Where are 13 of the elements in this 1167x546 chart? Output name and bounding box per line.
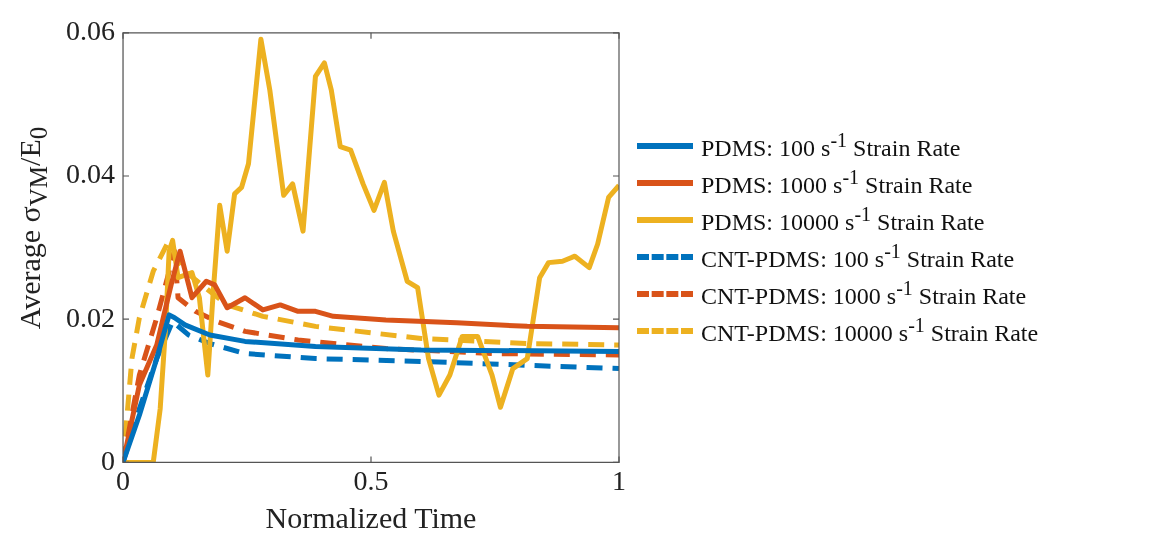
x-tick-label: 1 [612, 464, 626, 496]
legend-label: CNT-PDMS: 100 s$^{-1}$ Strain Rate [701, 240, 1015, 273]
y-tick-label: 0.04 [66, 158, 115, 190]
x-axis-title: Normalized Time [265, 500, 477, 534]
legend-label: CNT-PDMS: 1000 s$^{-1}$ Strain Rate [701, 277, 1027, 310]
legend-label: CNT-PDMS: 10000 s$^{-1}$ Strain Rate [701, 314, 1039, 347]
y-tick-label: 0.06 [66, 15, 115, 47]
legend-label: PDMS: 10000 s$^{-1}$ Strain Rate [701, 203, 985, 236]
legend-label: PDMS: 100 s$^{-1}$ Strain Rate [701, 129, 961, 162]
y-tick-label: 0 [101, 444, 115, 476]
y-tick-label: 0.02 [66, 301, 115, 333]
legend-label: PDMS: 1000 s$^{-1}$ Strain Rate [701, 166, 973, 199]
x-tick-label: 0.5 [353, 464, 389, 496]
